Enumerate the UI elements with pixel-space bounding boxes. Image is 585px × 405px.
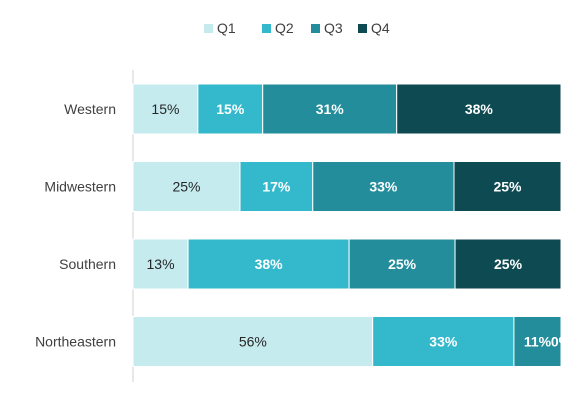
data-label-q4: 38%: [465, 101, 494, 117]
category-label: Northeastern: [35, 334, 116, 350]
data-label-q4: 25%: [493, 179, 522, 195]
legend-swatch-q1: [204, 24, 213, 33]
data-label-q2: 17%: [262, 179, 291, 195]
bar-segment-q1: [132, 316, 374, 367]
bar-segment-q3: [348, 238, 456, 290]
category-label: Western: [64, 101, 116, 117]
data-label-q1: 13%: [147, 256, 175, 272]
bar-segment-q2: [372, 316, 515, 367]
legend: Q1 Q2 Q3 Q4: [204, 20, 390, 36]
legend-swatch-q3: [311, 24, 320, 33]
legend-label-q2: Q2: [275, 20, 294, 36]
data-label-q4: 25%: [494, 256, 523, 272]
category-axis-labels: Western Midwestern Southern Northeastern: [35, 101, 116, 350]
bar-segment-q2: [239, 161, 314, 212]
legend-swatch-q2: [262, 24, 271, 33]
legend-label-q1: Q1: [217, 20, 236, 36]
data-label-q2: 33%: [429, 334, 458, 350]
data-label-q1: 15%: [151, 101, 179, 117]
data-label-q1: 25%: [172, 179, 200, 195]
data-label-q4: 0%: [551, 334, 572, 350]
data-label-q3: 25%: [388, 256, 417, 272]
bar-segment-q1: [132, 238, 189, 290]
plot-area: 15% 15% 31% 38% 25% 17% 33% 25% 13% 38% 25% 25% 56% 3…: [132, 83, 572, 367]
bar-segment-q4: [454, 238, 562, 290]
data-label-q3: 33%: [369, 179, 398, 195]
bar-segment-q2: [187, 238, 350, 290]
bar-segment-q3: [262, 83, 398, 135]
legend-swatch-q4: [358, 24, 367, 33]
category-label: Midwestern: [44, 179, 116, 195]
data-label-q2: 38%: [255, 256, 284, 272]
legend-label-q3: Q3: [324, 20, 343, 36]
category-label: Southern: [59, 256, 116, 272]
data-label-q3: 31%: [316, 101, 345, 117]
bar-segment-q4: [453, 161, 562, 212]
data-label-q2: 15%: [216, 101, 245, 117]
bar-segment-q4: [396, 83, 562, 135]
data-label-q1: 56%: [239, 334, 267, 350]
bar-segment-q2: [197, 83, 264, 135]
bar-segment-q3: [513, 316, 562, 367]
data-label-q3: 11%: [524, 334, 552, 350]
legend-label-q4: Q4: [371, 20, 390, 36]
